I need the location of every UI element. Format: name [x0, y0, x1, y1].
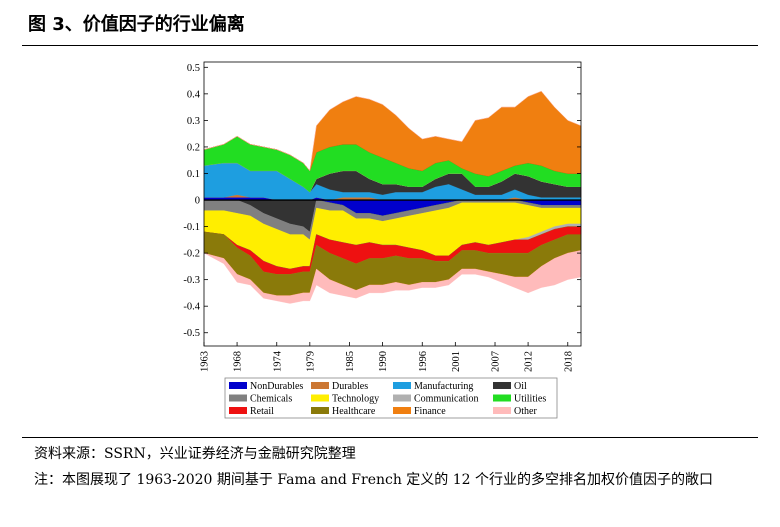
- x-tick-label: 2007: [491, 351, 502, 372]
- legend-label-finance: Finance: [414, 406, 446, 417]
- y-tick-label: 0.2: [187, 142, 200, 153]
- legend-swatch-oil: [493, 382, 511, 389]
- legend-label-durables: Durables: [332, 381, 368, 392]
- legend-swatch-nondurables: [229, 382, 247, 389]
- legend-label-other: Other: [514, 406, 537, 417]
- legend-label-utilities: Utilities: [514, 394, 546, 405]
- legend-swatch-retail: [229, 407, 247, 414]
- legend-swatch-communication: [393, 394, 411, 402]
- top-rule: [22, 45, 758, 46]
- x-tick-label: 1963: [200, 351, 211, 372]
- y-tick-label: 0.1: [187, 169, 200, 180]
- y-tick-label: -0.5: [183, 328, 200, 339]
- x-tick-label: 1974: [272, 350, 283, 372]
- legend-swatch-chemicals: [229, 394, 247, 402]
- legend-swatch-technology: [311, 394, 329, 402]
- legend-label-oil: Oil: [514, 381, 527, 392]
- legend-swatch-durables: [311, 382, 329, 389]
- legend-label-chemicals: Chemicals: [250, 394, 292, 405]
- figure-title: 图 3、价值因子的行业偏离: [28, 14, 245, 35]
- exposure-chart: 0.5 0.4 0.3 0.2 0.1 0 -0.1 -0.2 -0.3 -0.4 -0.5 1963…: [183, 61, 582, 419]
- x-tick-label: 2001: [451, 351, 462, 372]
- y-tick-label: -0.1: [183, 222, 200, 233]
- y-tick-label: 0: [195, 196, 200, 207]
- legend-swatch-other: [493, 407, 511, 414]
- y-tick-label: 0.5: [187, 63, 200, 74]
- y-tick-label: -0.2: [183, 249, 200, 260]
- legend-label-retail: Retail: [250, 406, 274, 417]
- y-tick-label: 0.4: [187, 89, 201, 100]
- x-tick-label: 1968: [233, 351, 244, 372]
- y-tick-label: -0.3: [183, 275, 200, 286]
- legend-swatch-utilities: [493, 394, 511, 402]
- plot-frame: [203, 61, 582, 347]
- x-tick-label: 2018: [563, 351, 574, 372]
- x-tick-label: 1985: [345, 351, 356, 372]
- legend-swatch-finance: [393, 407, 411, 414]
- source-note: 资料来源：SSRN，兴业证券经济与金融研究院整理: [34, 446, 356, 462]
- figure-note: 注：本图展现了 1963-2020 期间基于 Fama and French 定…: [34, 472, 714, 488]
- x-tick-label: 1990: [378, 351, 389, 372]
- legend-label-nondurables: NonDurables: [250, 381, 303, 392]
- legend-label-technology: Technology: [332, 394, 379, 405]
- x-tick-label: 1996: [418, 351, 429, 372]
- y-tick-label: 0.3: [187, 116, 200, 127]
- legend-label-manufacturing: Manufacturing: [414, 381, 473, 392]
- y-tick-label: -0.4: [183, 302, 200, 313]
- legend-label-communication: Communication: [414, 394, 478, 405]
- bottom-rule: [22, 437, 758, 438]
- x-tick-label: 2012: [524, 351, 535, 372]
- legend-swatch-healthcare: [311, 407, 329, 414]
- legend-swatch-manufacturing: [393, 382, 411, 389]
- x-tick-label: 1979: [305, 351, 316, 372]
- legend-label-healthcare: Healthcare: [332, 406, 376, 417]
